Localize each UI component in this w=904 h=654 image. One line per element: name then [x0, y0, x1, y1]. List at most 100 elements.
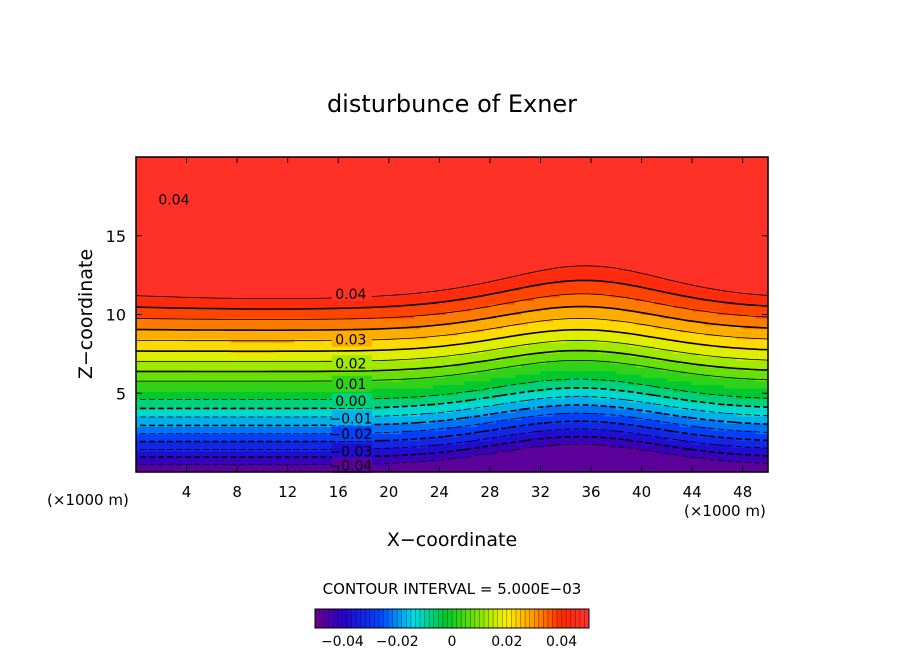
field-cell [464, 255, 472, 260]
field-cell [470, 279, 478, 284]
field-cell [136, 283, 143, 288]
field-cell [161, 405, 169, 410]
field-cell [136, 213, 143, 218]
field-cell [312, 321, 320, 326]
field-cell [426, 188, 434, 193]
field-cell [369, 251, 377, 256]
field-cell [407, 290, 415, 295]
field-cell [433, 398, 440, 403]
field-cell [173, 220, 181, 225]
field-cell [300, 377, 308, 382]
field-cell [154, 188, 162, 193]
field-cell [445, 297, 453, 302]
field-cell [376, 216, 384, 221]
field-cell [369, 384, 377, 389]
field-cell [420, 468, 428, 473]
field-cell [287, 192, 295, 197]
field-cell [268, 202, 276, 207]
field-cell [268, 181, 276, 186]
field-cell [249, 311, 257, 316]
field-cell [306, 195, 314, 200]
field-cell [275, 216, 282, 221]
field-cell [445, 419, 453, 424]
field-cell [211, 367, 219, 372]
field-cell [407, 381, 415, 386]
field-cell [262, 346, 270, 351]
field-cell [452, 237, 459, 242]
field-cell [249, 465, 257, 470]
field-cell [388, 370, 396, 375]
field-cell [414, 374, 421, 379]
field-cell [483, 353, 491, 358]
field-cell [275, 381, 282, 386]
field-cell [401, 290, 409, 295]
field-cell [369, 335, 377, 340]
field-cell [363, 230, 371, 235]
field-cell [205, 290, 213, 295]
field-cell [294, 234, 301, 239]
field-cell [287, 297, 295, 302]
field-cell [243, 209, 251, 214]
field-cell [426, 468, 434, 473]
field-cell [445, 244, 453, 249]
field-cell [154, 374, 162, 379]
field-cell [439, 181, 447, 186]
field-cell [445, 349, 453, 354]
field-cell [407, 276, 415, 281]
field-cell [470, 269, 478, 274]
field-cell [249, 342, 257, 347]
field-cell [483, 440, 491, 445]
field-cell [420, 374, 428, 379]
field-cell [388, 409, 396, 414]
field-cell [458, 304, 466, 309]
field-cell [363, 185, 371, 190]
field-cell [407, 206, 415, 211]
field-cell [369, 402, 377, 407]
field-cell [142, 353, 150, 358]
field-cell [287, 255, 295, 260]
field-cell [312, 223, 320, 228]
field-cell [186, 206, 194, 211]
field-cell [294, 370, 301, 375]
field-cell [369, 167, 377, 172]
field-cell [445, 300, 453, 305]
field-cell [186, 374, 194, 379]
field-cell [407, 181, 415, 186]
field-cell [192, 468, 200, 473]
field-cell [268, 185, 276, 190]
field-cell [186, 279, 194, 284]
field-cell [458, 444, 466, 449]
field-cell [445, 227, 453, 232]
field-cell [376, 412, 384, 417]
field-cell [395, 265, 403, 270]
field-cell [249, 402, 257, 407]
field-cell [205, 388, 213, 393]
field-cell [281, 164, 289, 169]
field-cell [319, 367, 327, 372]
field-cell [433, 181, 440, 186]
field-cell [237, 234, 245, 239]
field-cell [477, 374, 485, 379]
field-cell [262, 447, 270, 452]
field-cell [464, 297, 472, 302]
field-cell [319, 374, 327, 379]
field-cell [319, 227, 327, 232]
field-cell [414, 195, 421, 200]
field-cell [369, 223, 377, 228]
field-cell [369, 367, 377, 372]
field-cell [154, 160, 162, 165]
field-cell [319, 241, 327, 246]
field-cell [180, 377, 188, 382]
field-cell [218, 276, 226, 281]
field-cell [376, 307, 384, 312]
field-cell [262, 178, 270, 183]
field-cell [325, 195, 333, 200]
field-cell [199, 223, 207, 228]
field-cell [275, 377, 282, 382]
field-cell [426, 220, 434, 225]
field-cell [199, 188, 207, 193]
field-cell [376, 447, 384, 452]
field-cell [249, 230, 257, 235]
field-cell [369, 405, 377, 410]
field-cell [173, 244, 181, 249]
